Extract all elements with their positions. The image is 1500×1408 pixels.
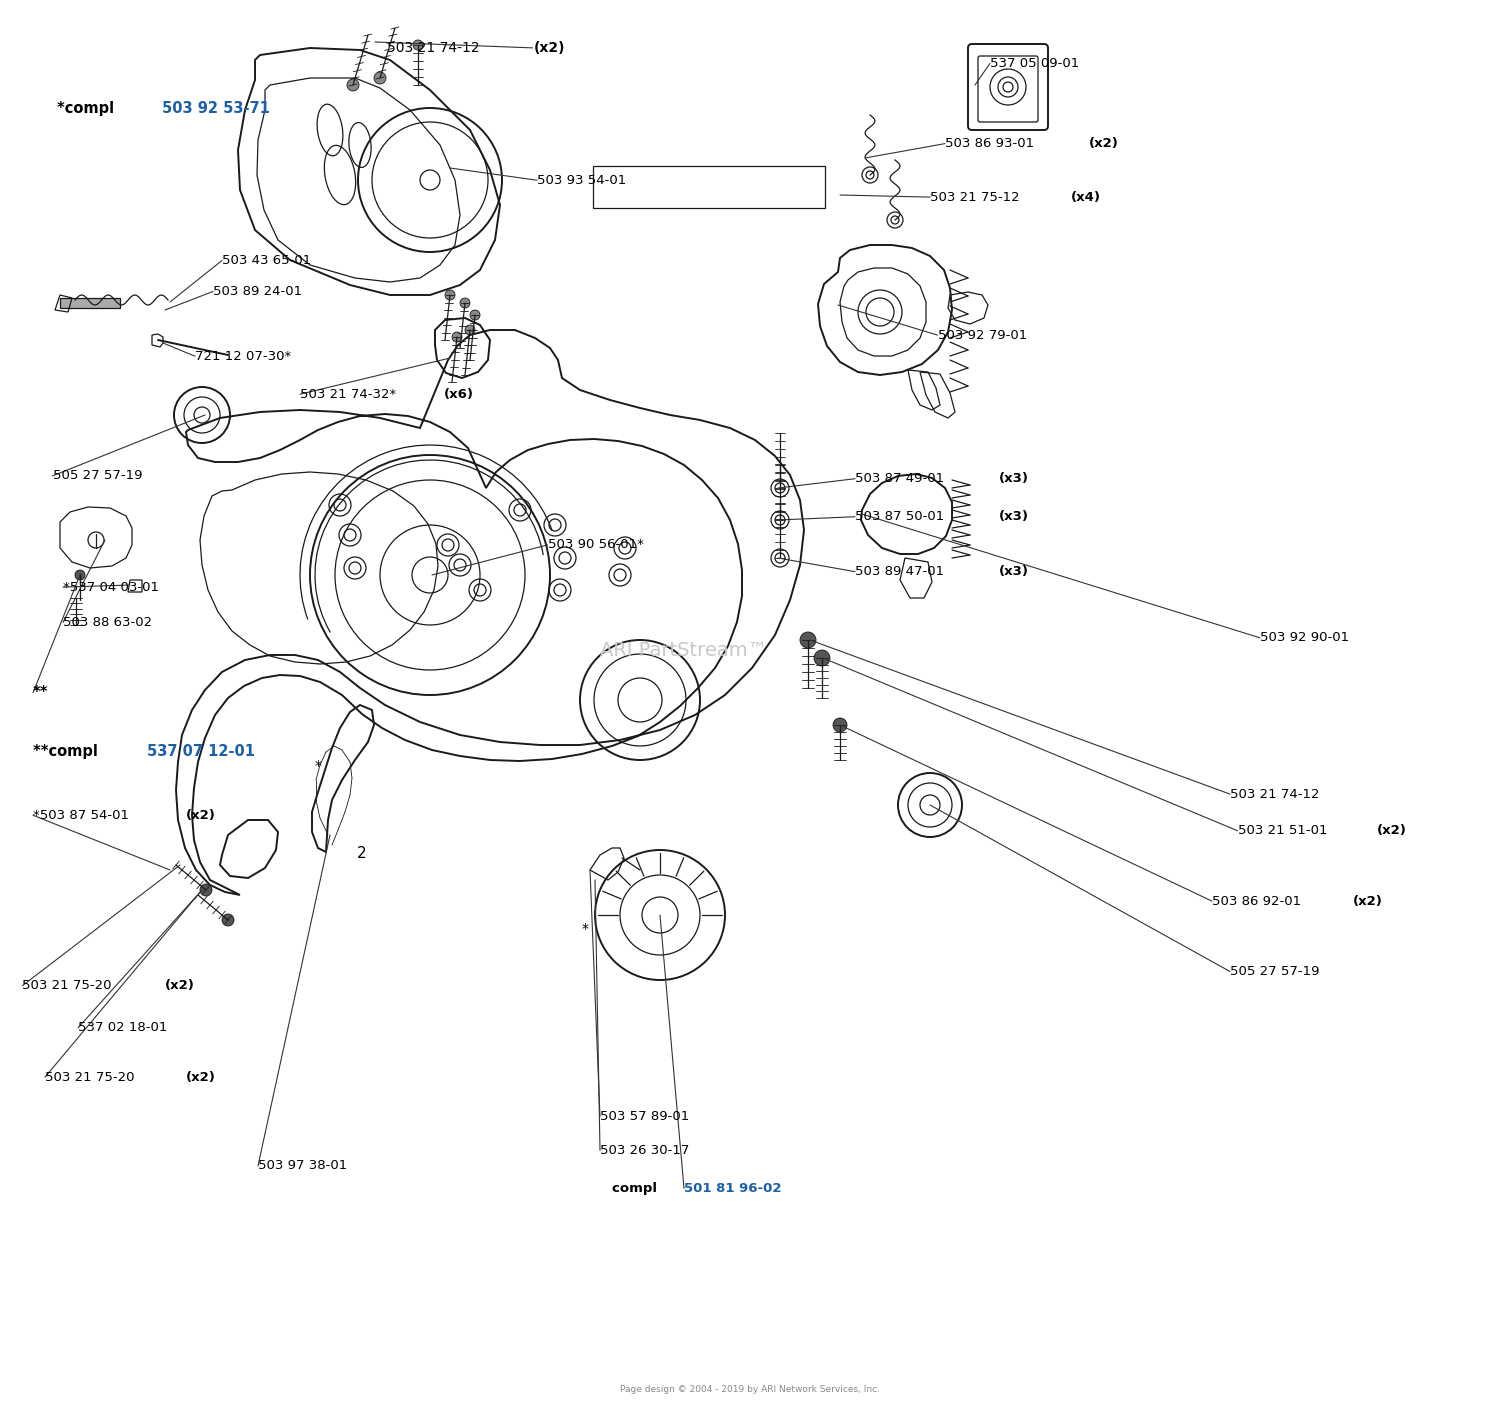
Text: **: ** (33, 686, 48, 700)
Text: 2: 2 (357, 846, 366, 860)
Text: **compl: **compl (33, 745, 104, 759)
Text: (x6): (x6) (444, 387, 474, 401)
Text: *503 87 54-01: *503 87 54-01 (33, 808, 134, 822)
Text: 503 93 54-01: 503 93 54-01 (537, 173, 627, 187)
Text: 503 21 51-01: 503 21 51-01 (1238, 824, 1332, 838)
Text: (x2): (x2) (165, 979, 195, 993)
Text: 537 02 18-01: 537 02 18-01 (78, 1021, 168, 1035)
Text: (x2): (x2) (1089, 137, 1119, 151)
Text: 537 07 12-01: 537 07 12-01 (147, 745, 255, 759)
Text: 503 90 56-01*: 503 90 56-01* (548, 538, 644, 552)
Text: *537 04 03-01: *537 04 03-01 (63, 580, 159, 594)
Text: 503 89 24-01: 503 89 24-01 (213, 284, 302, 298)
Circle shape (452, 332, 462, 342)
Text: 503 21 75-20: 503 21 75-20 (22, 979, 117, 993)
Text: (x4): (x4) (1071, 190, 1101, 204)
Circle shape (800, 632, 816, 648)
Text: 503 43 65-01: 503 43 65-01 (222, 253, 312, 268)
Text: (x2): (x2) (186, 808, 216, 822)
Text: 503 21 74-12: 503 21 74-12 (387, 41, 484, 55)
Text: 503 92 53-71: 503 92 53-71 (162, 101, 270, 115)
Text: *: * (582, 922, 590, 936)
Circle shape (460, 298, 470, 308)
Polygon shape (60, 298, 120, 308)
Text: ARI PartStream™: ARI PartStream™ (600, 641, 766, 660)
Circle shape (374, 72, 386, 84)
Text: 503 97 38-01: 503 97 38-01 (258, 1159, 347, 1173)
Text: (x3): (x3) (999, 510, 1029, 524)
Text: 503 57 89-01: 503 57 89-01 (600, 1110, 688, 1124)
Text: compl: compl (612, 1181, 662, 1195)
Text: 537 05 09-01: 537 05 09-01 (990, 56, 1080, 70)
Text: (x3): (x3) (999, 565, 1029, 579)
Text: 503 88 63-02: 503 88 63-02 (63, 615, 152, 629)
Text: 503 92 90-01: 503 92 90-01 (1260, 631, 1348, 645)
Text: (x2): (x2) (186, 1070, 216, 1084)
Text: 505 27 57-19: 505 27 57-19 (1230, 964, 1320, 979)
Text: 503 21 75-12: 503 21 75-12 (930, 190, 1024, 204)
Text: 503 92 79-01: 503 92 79-01 (938, 328, 1026, 342)
Circle shape (346, 79, 358, 92)
Text: 503 86 93-01: 503 86 93-01 (945, 137, 1038, 151)
Circle shape (465, 325, 476, 335)
Text: (x3): (x3) (999, 472, 1029, 486)
Circle shape (446, 290, 454, 300)
Circle shape (75, 570, 86, 580)
Text: 503 87 49-01: 503 87 49-01 (855, 472, 948, 486)
Text: 503 26 30-17: 503 26 30-17 (600, 1143, 690, 1157)
Circle shape (200, 884, 211, 895)
Text: (x2): (x2) (1377, 824, 1407, 838)
Circle shape (815, 650, 830, 666)
Text: 503 21 75-20: 503 21 75-20 (45, 1070, 138, 1084)
Circle shape (470, 310, 480, 320)
Text: 503 89 47-01: 503 89 47-01 (855, 565, 948, 579)
Bar (592, 166, 825, 208)
Text: 503 21 74-12: 503 21 74-12 (1230, 787, 1320, 801)
Text: (x2): (x2) (1353, 894, 1383, 908)
Text: (x2): (x2) (534, 41, 566, 55)
Text: 505 27 57-19: 505 27 57-19 (53, 469, 142, 483)
Circle shape (413, 39, 423, 51)
Text: 501 81 96-02: 501 81 96-02 (684, 1181, 782, 1195)
Text: 503 86 92-01: 503 86 92-01 (1212, 894, 1305, 908)
Text: *: * (315, 759, 322, 773)
Text: 503 21 74-32*: 503 21 74-32* (300, 387, 400, 401)
Text: Page design © 2004 - 2019 by ARI Network Services, Inc.: Page design © 2004 - 2019 by ARI Network… (620, 1385, 880, 1394)
Circle shape (833, 718, 848, 732)
Text: *compl: *compl (57, 101, 120, 115)
Text: 721 12 07-30*: 721 12 07-30* (195, 349, 291, 363)
Text: 503 87 50-01: 503 87 50-01 (855, 510, 948, 524)
Circle shape (222, 914, 234, 926)
